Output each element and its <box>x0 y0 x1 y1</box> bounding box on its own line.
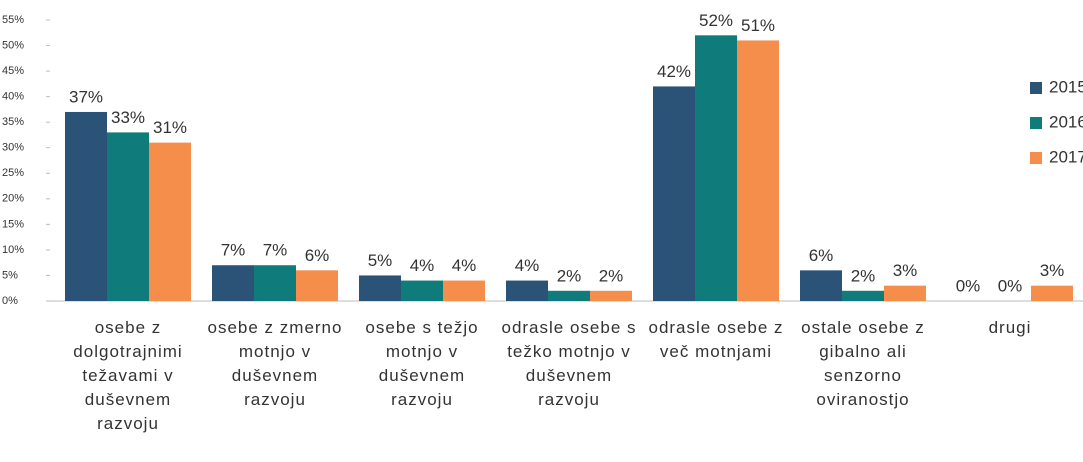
y-tick-label: 40% <box>2 91 24 103</box>
y-tick-label: 30% <box>2 142 24 154</box>
bar <box>653 86 695 301</box>
legend-swatch <box>1030 117 1042 129</box>
y-tick-label: 25% <box>2 167 24 179</box>
data-label: 37% <box>69 87 103 106</box>
legend-swatch <box>1030 82 1042 94</box>
data-label: 4% <box>452 256 477 275</box>
bar <box>254 265 296 301</box>
data-label: 0% <box>998 276 1023 295</box>
bar <box>1031 285 1073 301</box>
x-tick-label: drugi <box>988 318 1032 337</box>
data-label: 4% <box>410 256 435 275</box>
y-tick-label: 15% <box>2 218 24 230</box>
data-label: 33% <box>111 108 145 127</box>
data-label: 52% <box>699 11 733 30</box>
data-label: 2% <box>851 266 876 285</box>
data-label: 42% <box>657 62 691 81</box>
bar <box>737 40 779 301</box>
bar <box>695 35 737 302</box>
y-tick-label: 50% <box>2 39 24 51</box>
legend-label: 2015 <box>1049 77 1083 96</box>
x-tick-label: odrasle osebe s težko motnjo v duševnem … <box>501 318 637 409</box>
bar <box>800 270 842 301</box>
data-label: 3% <box>1040 261 1065 280</box>
bar <box>212 265 254 301</box>
bar <box>506 280 548 301</box>
bar <box>443 280 485 301</box>
y-tick-label: 35% <box>2 116 24 128</box>
data-label: 3% <box>893 261 918 280</box>
bar <box>842 290 884 301</box>
y-tick-label: 45% <box>2 65 24 77</box>
y-tick-label: 55% <box>2 14 24 26</box>
bar <box>149 142 191 301</box>
data-label: 2% <box>599 266 624 285</box>
y-tick-label: 5% <box>2 269 18 281</box>
y-tick-label: 10% <box>2 244 24 256</box>
bar <box>884 285 926 301</box>
data-label: 6% <box>305 246 330 265</box>
bar <box>548 290 590 301</box>
bar <box>107 132 149 301</box>
bar <box>359 275 401 301</box>
data-label: 31% <box>153 118 187 137</box>
data-label: 4% <box>515 256 540 275</box>
x-tick-label: ostale osebe z gibalno ali senzorno ovir… <box>801 318 925 409</box>
legend-label: 2017 <box>1049 147 1083 166</box>
legend-label: 2016 <box>1049 112 1083 131</box>
y-tick-label: 0% <box>2 295 18 307</box>
legend-swatch <box>1030 152 1042 164</box>
data-label: 7% <box>221 241 246 260</box>
x-tick-label: odrasle osebe z več motnjami <box>648 318 784 361</box>
x-tick-label: osebe z dolgotrajnimi težavami v duševne… <box>73 318 183 433</box>
data-label: 2% <box>557 266 582 285</box>
bar <box>590 290 632 301</box>
x-tick-label: osebe s težjo motnjo v duševnem razvoju <box>365 318 479 409</box>
bar <box>296 270 338 301</box>
data-label: 7% <box>263 241 288 260</box>
data-label: 6% <box>809 246 834 265</box>
x-tick-label: osebe z zmerno motnjo v duševnem razvoju <box>207 318 343 409</box>
data-label: 51% <box>741 16 775 35</box>
bar <box>401 280 443 301</box>
data-label: 5% <box>368 251 393 270</box>
y-tick-label: 20% <box>2 193 24 205</box>
data-label: 0% <box>956 276 981 295</box>
bar <box>65 111 107 301</box>
